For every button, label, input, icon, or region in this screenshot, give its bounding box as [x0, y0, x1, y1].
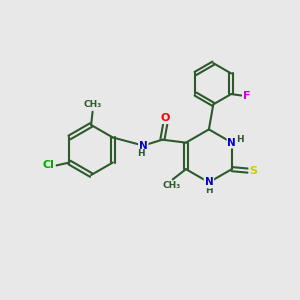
- Text: H: H: [205, 186, 213, 195]
- Text: H: H: [236, 135, 244, 144]
- Text: N: N: [205, 177, 213, 188]
- Text: CH₃: CH₃: [162, 182, 180, 190]
- Text: N: N: [139, 141, 148, 151]
- Text: S: S: [249, 166, 257, 176]
- Text: N: N: [227, 138, 236, 148]
- Text: H: H: [137, 149, 145, 158]
- Text: Cl: Cl: [43, 160, 55, 170]
- Text: F: F: [243, 91, 250, 100]
- Text: O: O: [160, 113, 170, 123]
- Text: CH₃: CH₃: [83, 100, 102, 109]
